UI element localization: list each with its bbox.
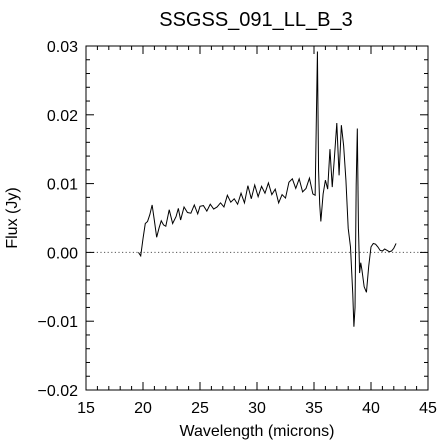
y-tick-label: −0.02 [38, 383, 79, 400]
x-tick-label: 45 [419, 400, 437, 417]
series-group [138, 51, 397, 327]
spectrum-line [138, 51, 397, 327]
y-tick-label: −0.01 [38, 314, 79, 331]
y-tick-labels: −0.02 −0.01 0.00 0.01 0.02 0.03 [38, 39, 79, 400]
y-tick-label: 0.03 [47, 39, 78, 56]
x-tick-label: 40 [362, 400, 380, 417]
x-tick-labels: 15 20 25 30 35 40 45 [77, 400, 437, 417]
x-tick-label: 15 [77, 400, 95, 417]
y-tick-label: 0.02 [47, 108, 78, 125]
plot-frame [85, 45, 429, 391]
chart-title: SSGSS_091_LL_B_3 [159, 9, 353, 31]
y-axis-label: Flux (Jy) [4, 187, 21, 248]
axis-ticks [85, 45, 429, 391]
y-tick-label: 0.00 [47, 245, 78, 262]
x-tick-label: 35 [305, 400, 323, 417]
x-axis-label: Wavelength (microns) [179, 423, 334, 440]
y-tick-label: 0.01 [47, 177, 78, 194]
x-tick-label: 30 [248, 400, 266, 417]
x-tick-label: 20 [134, 400, 152, 417]
x-tick-label: 25 [191, 400, 209, 417]
